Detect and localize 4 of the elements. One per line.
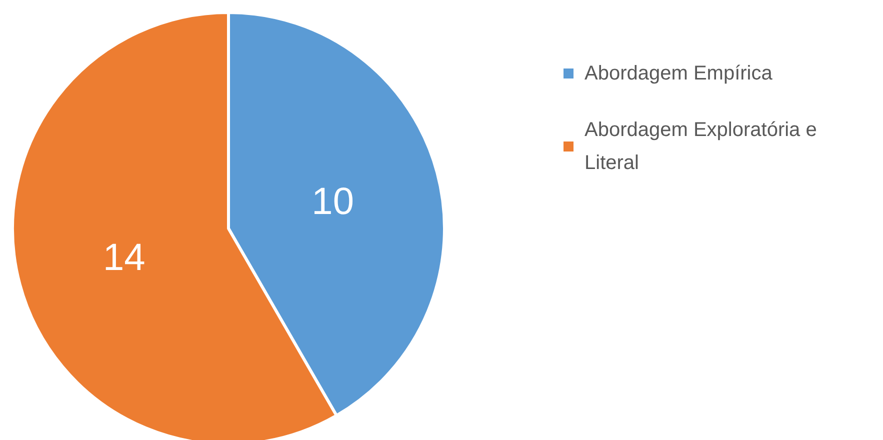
data-label: 10 [312,181,354,224]
legend-label: Abordagem Empírica [584,62,774,84]
data-label: 14 [103,236,146,279]
legend-label: Abordagem Exploratória e Literal [584,119,817,174]
